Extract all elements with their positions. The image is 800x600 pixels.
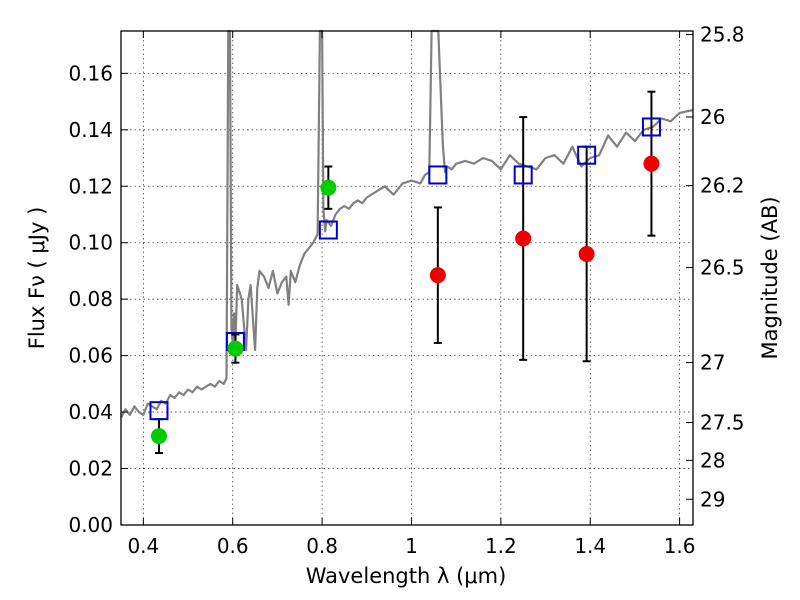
plot-frame <box>120 30 694 526</box>
y2-tick-label: 27 <box>700 351 725 375</box>
y2-tick-label: 27.5 <box>700 411 745 435</box>
axis-ticks: 0.4 0.6 0.8 1 1.2 1.4 1.6 0.00 0.02 0.04 0.06 0.08 0… <box>68 22 744 558</box>
y2-tick-label: 26 <box>700 105 725 129</box>
model-photometry-square <box>428 165 448 185</box>
model-photometry-square <box>149 401 169 421</box>
x-tick-label: 0.6 <box>217 534 249 558</box>
optical-photometry-point <box>320 179 337 196</box>
y-tick-label: 0.08 <box>68 287 113 311</box>
y2-axis-title: Magnitude (AB) <box>758 196 782 359</box>
model-photometry-square <box>641 117 661 137</box>
optical-photometry-point <box>227 340 244 357</box>
y-tick-label: 0.10 <box>68 231 113 255</box>
model-photometry-square <box>513 165 533 185</box>
x-tick-label: 1.2 <box>485 534 517 558</box>
nearir-photometry-point <box>515 230 532 247</box>
x-tick-label: 0.8 <box>306 534 338 558</box>
nearir-photometry-point <box>643 155 660 172</box>
y2-tick-label: 28 <box>700 448 725 472</box>
y-tick-label: 0.00 <box>68 513 113 537</box>
optical-photometry-point <box>150 428 167 445</box>
nearir-photometry-point <box>429 267 446 284</box>
y-tick-label: 0.04 <box>68 400 113 424</box>
x-tick-label: 1.4 <box>574 534 606 558</box>
y-tick-label: 0.06 <box>68 344 113 368</box>
x-tick-label: 1 <box>405 534 418 558</box>
x-tick-label: 0.4 <box>127 534 159 558</box>
model-photometry-square <box>318 220 338 240</box>
y2-tick-label: 25.8 <box>700 22 745 46</box>
y-axis-title: Flux Fν ( μJy ) <box>25 207 49 350</box>
nearir-photometry-point <box>578 246 595 263</box>
y-tick-label: 0.16 <box>68 61 113 85</box>
y2-tick-label: 26.2 <box>700 174 745 198</box>
x-tick-label: 1.6 <box>664 534 696 558</box>
y-tick-label: 0.14 <box>68 118 113 142</box>
y2-tick-label: 26.5 <box>700 256 745 280</box>
spectrum-line <box>120 29 694 419</box>
markers <box>149 117 661 445</box>
grid-lines <box>121 31 693 525</box>
y2-tick-label: 29 <box>700 487 725 511</box>
model-photometry-square <box>577 145 597 165</box>
x-axis-title: Wavelength λ (μm) <box>306 564 507 588</box>
y-tick-label: 0.12 <box>68 174 113 198</box>
y-tick-label: 0.02 <box>68 457 113 481</box>
